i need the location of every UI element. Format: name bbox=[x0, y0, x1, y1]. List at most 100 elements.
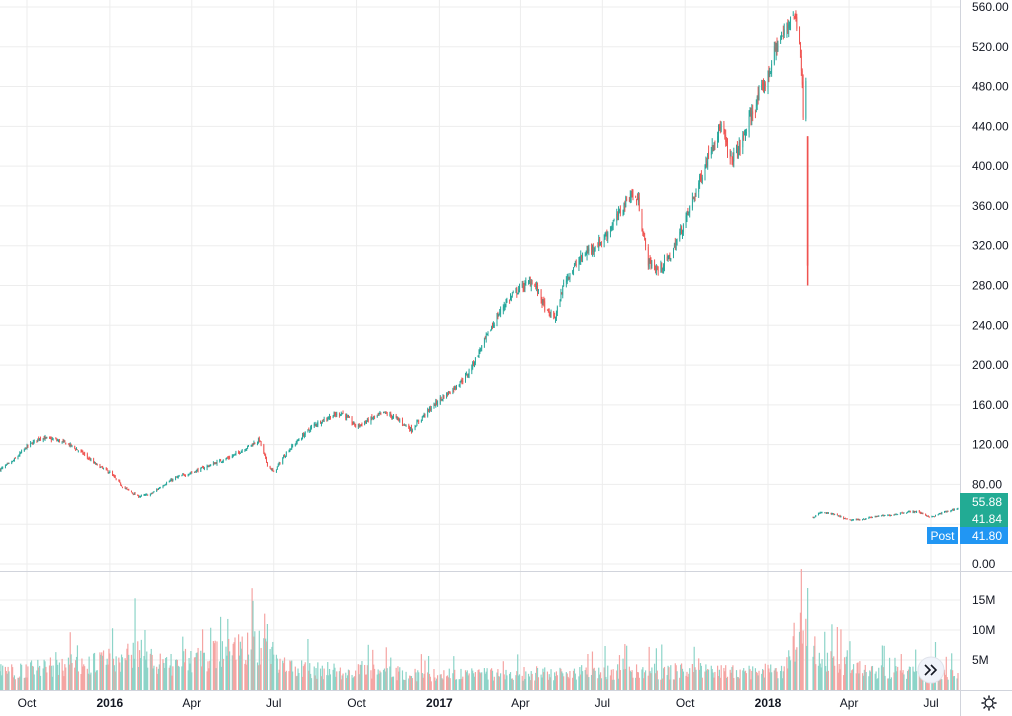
candle-body bbox=[839, 515, 841, 517]
volume-bar bbox=[838, 663, 840, 690]
candle-body bbox=[12, 460, 14, 462]
volume-bar bbox=[527, 673, 530, 690]
volume-bar bbox=[96, 670, 98, 690]
candle-body bbox=[579, 260, 581, 263]
volume-bar bbox=[95, 670, 97, 690]
volume-bar bbox=[882, 667, 884, 690]
volume-bar bbox=[464, 670, 467, 690]
candle-body bbox=[613, 220, 615, 222]
volume-bar bbox=[200, 650, 202, 690]
candle-body bbox=[556, 312, 557, 318]
volume-bar bbox=[550, 669, 552, 690]
candle-body bbox=[629, 196, 631, 201]
volume-bar bbox=[574, 673, 576, 690]
candle-body bbox=[46, 437, 48, 439]
volume-bar bbox=[588, 677, 590, 690]
volume-bar bbox=[607, 665, 609, 690]
candle-body bbox=[786, 25, 788, 31]
volume-bar bbox=[806, 645, 808, 690]
candle-body bbox=[530, 281, 532, 288]
volume-bar bbox=[472, 670, 474, 690]
volume-bar bbox=[380, 672, 382, 690]
volume-bar bbox=[682, 671, 684, 690]
candle-body bbox=[222, 460, 224, 462]
time-axis[interactable]: Oct 2016 Apr Jul Oct 2017 Apr Jul Oct 2018 Apr Jul bbox=[18, 696, 939, 710]
volume-bar bbox=[254, 631, 256, 690]
candle-body bbox=[733, 152, 735, 162]
candle-body bbox=[316, 424, 318, 426]
candle-body bbox=[611, 227, 613, 229]
candle-body bbox=[238, 452, 239, 454]
candle-body bbox=[303, 434, 305, 437]
candle-body bbox=[934, 516, 935, 518]
candle-body bbox=[705, 161, 707, 168]
volume-bar bbox=[99, 652, 101, 690]
candle-body bbox=[220, 459, 221, 462]
price-pane[interactable] bbox=[0, 10, 959, 522]
candle-body bbox=[40, 438, 41, 440]
candle-body bbox=[638, 197, 640, 211]
candle-body bbox=[693, 196, 695, 201]
candle-body bbox=[688, 211, 690, 213]
volume-bar bbox=[818, 652, 820, 690]
time-tick-label: Jul bbox=[595, 696, 610, 710]
scroll-to-realtime-button[interactable] bbox=[917, 656, 945, 684]
volume-bar bbox=[458, 679, 460, 690]
volume-bar bbox=[743, 668, 745, 690]
candle-body bbox=[511, 296, 512, 298]
candle-body bbox=[14, 458, 15, 462]
candle-body bbox=[553, 311, 555, 317]
candle-body bbox=[789, 22, 791, 28]
candle-body bbox=[429, 408, 430, 411]
volume-bar bbox=[408, 678, 410, 690]
volume-bar bbox=[467, 675, 469, 690]
candle-body bbox=[623, 202, 625, 213]
candle-body bbox=[187, 474, 189, 476]
volume-bar bbox=[820, 667, 822, 690]
volume-bar bbox=[50, 665, 52, 690]
candle-body bbox=[303, 434, 304, 437]
candle-body bbox=[853, 519, 854, 521]
candle-body bbox=[674, 243, 676, 250]
volume-bar bbox=[869, 670, 871, 690]
volume-bar bbox=[497, 669, 499, 690]
volume-bar bbox=[150, 648, 152, 690]
candle-body bbox=[878, 515, 880, 517]
volume-bar bbox=[669, 679, 671, 690]
volume-bar bbox=[914, 672, 916, 690]
candle-body bbox=[737, 146, 738, 156]
volume-bar bbox=[385, 647, 387, 690]
candle-body bbox=[105, 468, 107, 470]
volume-bar bbox=[373, 664, 375, 690]
volume-bar bbox=[644, 672, 646, 690]
candle-body bbox=[194, 471, 195, 473]
candle-body bbox=[323, 419, 325, 422]
volume-bar bbox=[297, 668, 299, 690]
volume-bar bbox=[826, 652, 829, 690]
volume-bar bbox=[401, 670, 404, 690]
volume-bar bbox=[191, 672, 193, 690]
volume-bar bbox=[815, 664, 817, 690]
candle-body bbox=[32, 441, 34, 445]
volume-bar bbox=[70, 654, 72, 690]
volume-bar bbox=[616, 670, 618, 690]
chart-settings-button[interactable] bbox=[981, 695, 997, 711]
candle-body bbox=[415, 426, 417, 428]
candle-body bbox=[868, 517, 870, 519]
volume-bar bbox=[416, 681, 418, 690]
volume-bar bbox=[549, 677, 551, 690]
volume-bar bbox=[430, 681, 432, 690]
volume-bar bbox=[737, 677, 739, 690]
volume-bar bbox=[12, 677, 15, 690]
volume-bar bbox=[348, 670, 350, 690]
candle-body bbox=[480, 349, 482, 351]
price-axis[interactable]: 0.0080.00120.00160.00200.00240.00280.003… bbox=[972, 0, 1009, 571]
volume-bar bbox=[491, 670, 494, 690]
candle-body bbox=[411, 426, 412, 432]
volume-bar bbox=[628, 666, 630, 690]
candle-body bbox=[481, 345, 483, 349]
time-tick-label: Jul bbox=[266, 696, 281, 710]
candle-body bbox=[758, 91, 760, 100]
candle-body bbox=[183, 473, 185, 475]
